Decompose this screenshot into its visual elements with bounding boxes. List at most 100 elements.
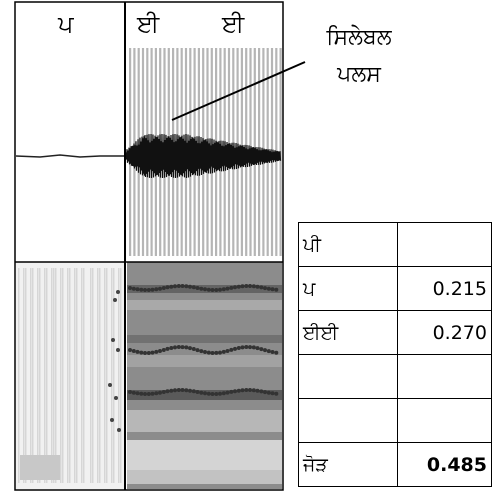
row-value <box>397 354 492 399</box>
formant-point <box>128 348 132 352</box>
formant-point <box>251 345 256 350</box>
formant-point <box>150 287 155 292</box>
segment-label-vowel-1: ਈ <box>137 10 160 38</box>
formant-point <box>210 351 215 355</box>
table-row: ਪ 0.215 <box>298 266 492 311</box>
formant-point <box>195 348 200 353</box>
waveform-trace <box>125 133 282 179</box>
formant-point <box>108 383 112 387</box>
formant-point <box>169 346 174 350</box>
formant-point <box>114 396 118 400</box>
formant-point <box>111 338 115 342</box>
formant-point <box>206 350 211 355</box>
table-header-value <box>397 222 492 267</box>
noise-streak <box>46 268 48 483</box>
formant-point <box>218 350 222 355</box>
formant-point <box>176 388 181 392</box>
row-label: ਪ <box>298 266 398 311</box>
formant-point <box>176 284 181 288</box>
spectrogram-band <box>127 470 282 484</box>
noise-streak <box>76 268 78 483</box>
low-frequency-burst <box>20 455 60 480</box>
row-label <box>298 398 398 443</box>
table-total-row: ਜੋੜ 0.485 <box>298 442 492 487</box>
formant-point <box>165 389 170 394</box>
formant-point <box>188 388 192 393</box>
formant-point <box>263 348 267 353</box>
noise-streak <box>51 268 53 483</box>
noise-streak <box>90 268 92 483</box>
total-value: 0.485 <box>397 442 492 487</box>
formant-point <box>210 288 215 292</box>
formant-point <box>165 346 170 351</box>
noise-streak <box>97 268 99 483</box>
formant-point <box>270 391 275 396</box>
total-label: ਜੋੜ <box>298 442 398 487</box>
formant-point <box>195 286 200 290</box>
formant-point <box>236 388 241 393</box>
formant-point <box>195 390 200 394</box>
formant-point <box>191 389 196 394</box>
formant-point <box>173 345 177 350</box>
segment-label-consonant: ਪ <box>58 10 74 38</box>
formant-point <box>266 390 271 395</box>
formant-point <box>221 287 226 292</box>
noise-streak <box>92 268 94 483</box>
formant-point <box>180 284 185 288</box>
formant-point <box>128 390 132 394</box>
formant-point <box>110 418 114 422</box>
annotation-line-1: ਸਿਲੇਬਲ <box>326 25 392 50</box>
noise-streak <box>67 268 69 483</box>
formant-point <box>229 285 234 290</box>
annotation-line-2: ਪਲਸ <box>337 62 381 87</box>
formant-point <box>259 347 264 352</box>
noise-streak <box>81 268 83 483</box>
segment-label-vowel-2: ਈ <box>222 10 245 38</box>
noise-streak <box>23 268 25 483</box>
formant-point <box>150 350 155 355</box>
table-header-label: ਪੀ <box>298 222 398 267</box>
noise-streak <box>111 268 113 483</box>
table-row <box>298 354 492 399</box>
formant-point <box>154 287 159 292</box>
formant-point <box>225 390 230 395</box>
formant-point <box>274 287 279 292</box>
formant-point <box>244 388 249 392</box>
vowel-waveform <box>125 133 282 179</box>
row-value <box>397 398 492 443</box>
formant-point <box>233 346 237 351</box>
formant-point <box>251 388 256 393</box>
formant-point <box>255 388 260 393</box>
formant-point <box>191 347 196 351</box>
formant-point <box>240 345 245 350</box>
noise-streak <box>60 268 62 483</box>
noise-streak <box>37 268 39 483</box>
formant-point <box>251 284 256 289</box>
formant-point <box>154 349 159 354</box>
formant-point <box>236 284 241 289</box>
formant-point <box>240 284 245 289</box>
formant-point <box>229 389 234 394</box>
pulse-bar <box>270 48 274 256</box>
formant-point <box>169 284 174 289</box>
formant-point <box>161 286 166 290</box>
table-row <box>298 398 492 443</box>
formant-point <box>248 284 252 288</box>
noise-streak <box>120 268 122 483</box>
annotation-pointer <box>171 61 306 121</box>
formant-point <box>244 345 249 349</box>
figure-frame <box>14 1 284 491</box>
noise-streak <box>62 268 64 483</box>
noise-streak <box>113 268 115 483</box>
formant-point <box>270 287 275 292</box>
formant-point <box>128 286 132 290</box>
formant-point <box>113 298 117 302</box>
formant-point <box>199 286 204 291</box>
noise-streak <box>118 268 120 483</box>
noise-streak <box>74 268 76 483</box>
row-value: 0.215 <box>397 266 492 311</box>
formant-point <box>214 350 219 355</box>
formant-point <box>266 286 271 291</box>
row-value: 0.270 <box>397 310 492 355</box>
formant-point <box>255 284 260 289</box>
